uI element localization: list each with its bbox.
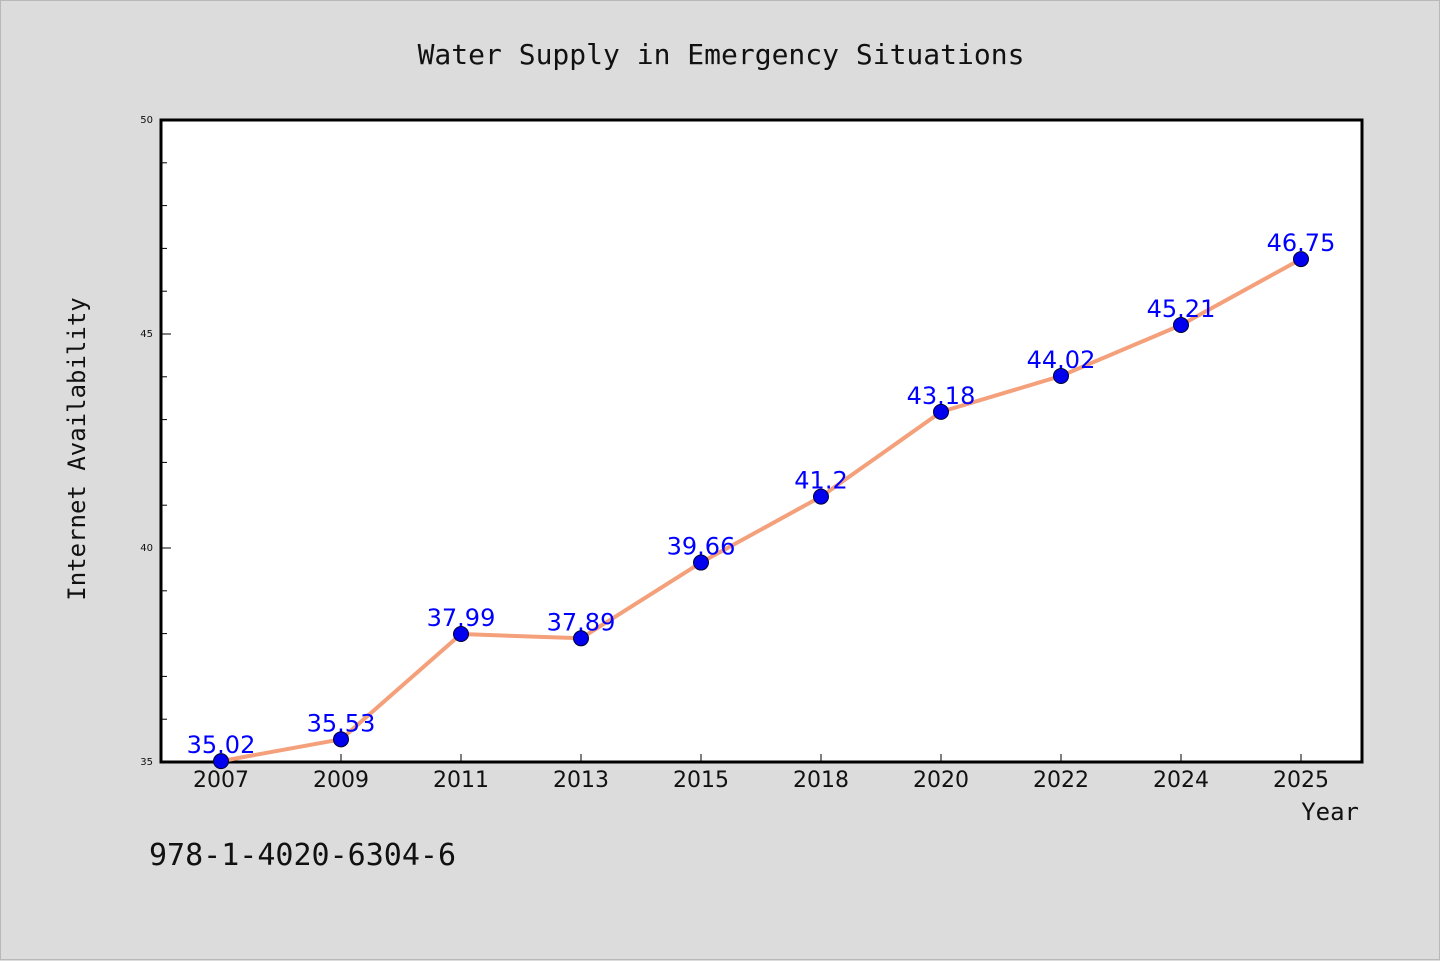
y-axis-ticks xyxy=(161,162,171,720)
data-label: 46.75 xyxy=(1267,229,1336,257)
y-tick-label: 35 xyxy=(140,757,153,768)
x-tick-label: 2011 xyxy=(433,768,489,793)
x-tick-label: 2024 xyxy=(1153,768,1209,793)
plot-area xyxy=(159,118,1364,764)
y-tick-label: 50 xyxy=(140,115,153,126)
x-axis-tick-labels: 2007 2009 2011 2013 2015 2018 2020 2022 2024 2025 xyxy=(193,768,1329,793)
y-tick-label: 40 xyxy=(140,543,153,554)
data-point-marker xyxy=(1293,251,1309,268)
data-label: 39.66 xyxy=(667,533,736,561)
data-point-marker xyxy=(813,488,829,505)
x-tick-label: 2020 xyxy=(913,768,969,793)
data-point-marker xyxy=(1053,367,1069,384)
data-label: 37.89 xyxy=(547,608,616,636)
data-label: 44.02 xyxy=(1027,346,1096,374)
x-axis-label: Year xyxy=(1301,798,1359,826)
data-point-marker xyxy=(1173,317,1189,334)
y-axis-tick-labels: 35 40 45 50 xyxy=(140,115,153,768)
data-labels: 35.02 35.53 37.99 37.89 39.66 41.2 43.18 44.02 4… xyxy=(187,229,1336,759)
data-point-marker xyxy=(453,626,469,643)
data-label: 41.2 xyxy=(794,467,847,495)
data-label: 45.21 xyxy=(1147,295,1216,323)
x-tick-label: 2013 xyxy=(553,768,609,793)
chart-title: Water Supply in Emergency Situations xyxy=(418,38,1025,71)
data-label: 43.18 xyxy=(907,382,976,410)
x-tick-label: 2009 xyxy=(313,768,369,793)
data-point-marker xyxy=(933,403,949,420)
x-tick-label: 2015 xyxy=(673,768,729,793)
data-point-marker xyxy=(333,731,349,748)
y-tick-label: 45 xyxy=(140,329,153,340)
data-label: 35.53 xyxy=(307,709,376,737)
data-label: 37.99 xyxy=(427,604,496,632)
x-tick-label: 2018 xyxy=(793,768,849,793)
series-markers xyxy=(213,251,1309,770)
x-tick-label: 2025 xyxy=(1273,768,1329,793)
data-point-marker xyxy=(213,753,229,770)
data-point-marker xyxy=(573,630,589,647)
series-line xyxy=(220,257,1302,764)
isbn-annotation: 978-1-4020-6304-6 xyxy=(149,838,456,873)
data-label: 35.02 xyxy=(187,731,256,759)
x-tick-label: 2022 xyxy=(1033,768,1089,793)
x-tick-label: 2007 xyxy=(193,768,249,793)
y-axis-label: Internet Availability xyxy=(63,297,91,600)
data-point-marker xyxy=(693,554,709,571)
